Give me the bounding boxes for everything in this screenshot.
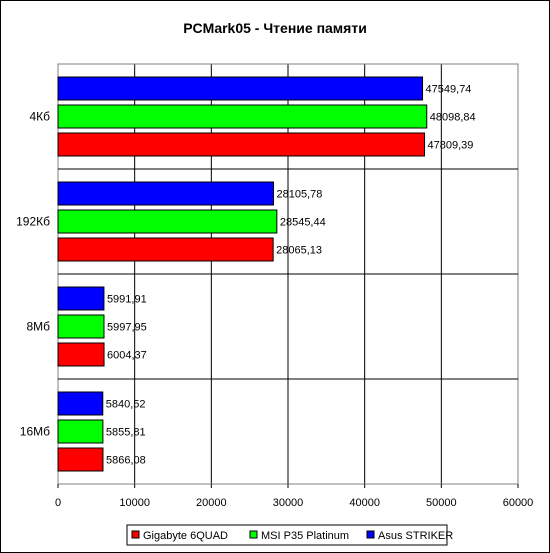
chart-title: PCMark05 - Чтение памяти — [183, 20, 367, 36]
bar-value-label-1-2: 28065,13 — [276, 245, 322, 257]
legend-swatch-1 — [249, 530, 258, 539]
bar-0-2 — [57, 132, 426, 157]
bar-value-label-3-2: 5866,08 — [106, 455, 146, 467]
category-label-0: 4Кб — [29, 110, 50, 124]
bar-value-label-3-0: 5840,52 — [106, 399, 146, 411]
bar-value-label-3-1: 5855,81 — [106, 427, 146, 439]
legend: Gigabyte 6QUAD MSI P35 Platinum Asus STRIK… — [126, 524, 453, 546]
x-tick-label-3: 30000 — [273, 497, 304, 509]
legend-swatch-2 — [366, 530, 375, 539]
bar-2-1 — [57, 314, 105, 339]
bar-value-label-2-2: 6004,37 — [107, 350, 147, 362]
category-label-2: 8Мб — [26, 320, 50, 334]
category-label-3: 16Мб — [20, 425, 50, 439]
x-tick-label-4: 40000 — [349, 497, 380, 509]
bar-2-2 — [57, 342, 105, 367]
category-labels: 4Кб 192Кб 8Мб 16Мб — [16, 110, 518, 439]
bar-value-label-0-1: 48098,84 — [430, 112, 476, 124]
bar-3-2 — [57, 447, 104, 472]
bar-1-1 — [57, 209, 278, 234]
x-tick-label-5: 50000 — [426, 497, 457, 509]
x-tick-label-0: 0 — [55, 497, 61, 509]
bar-value-label-2-0: 5991,91 — [107, 294, 147, 306]
bar-0-0 — [57, 76, 424, 101]
bar-3-1 — [57, 419, 104, 444]
bar-1-0 — [57, 181, 274, 206]
bar-1-2 — [57, 237, 274, 262]
bar-3-0 — [57, 391, 104, 416]
legend-label-0: Gigabyte 6QUAD — [143, 530, 228, 542]
category-label-1: 192Кб — [16, 215, 50, 229]
bar-0-1 — [57, 104, 428, 129]
bar-2-0 — [57, 286, 105, 311]
legend-label-2: Asus STRIKER — [378, 530, 453, 542]
x-axis: 0 10000 20000 30000 40000 50000 60000 — [55, 484, 533, 509]
bar-value-label-2-1: 5997,95 — [107, 322, 147, 334]
bars-group: 47549,74 48098,84 47809,39 28105,78 28545,44… — [57, 76, 476, 472]
bar-value-label-0-0: 47549,74 — [426, 84, 472, 96]
legend-swatch-0 — [131, 530, 140, 539]
bar-value-label-0-2: 47809,39 — [428, 140, 474, 152]
x-tick-label-6: 60000 — [503, 497, 534, 509]
x-tick-label-1: 10000 — [119, 497, 150, 509]
bar-value-label-1-0: 28105,78 — [276, 189, 322, 201]
legend-label-1: MSI P35 Platinum — [261, 530, 349, 542]
bar-value-label-1-1: 28545,44 — [280, 217, 326, 229]
legend-box — [126, 524, 448, 546]
x-tick-label-2: 20000 — [196, 497, 227, 509]
